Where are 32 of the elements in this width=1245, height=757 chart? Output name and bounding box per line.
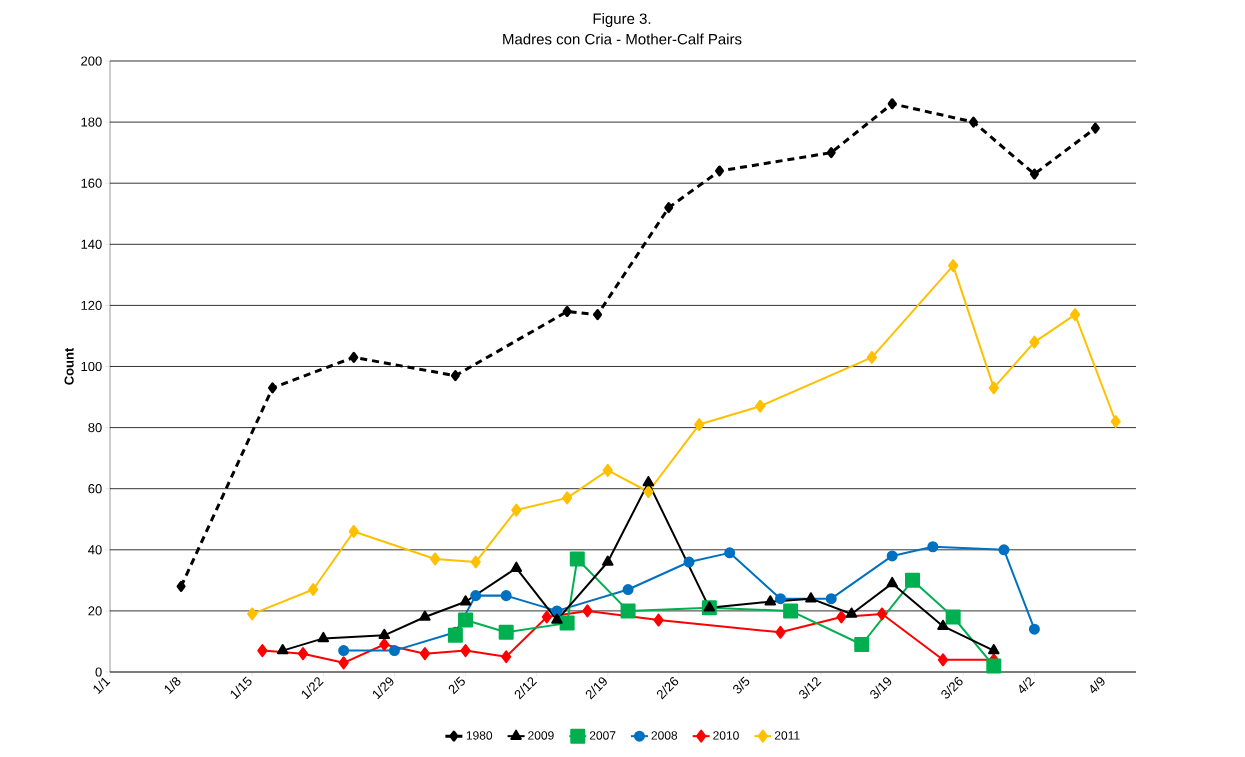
x-tick-label: 1/8: [164, 677, 181, 695]
y-tick-label: 180: [81, 117, 102, 127]
x-tick-label: 1/29: [372, 677, 394, 700]
chart-title: Figure 3.: [593, 12, 651, 27]
x-tick-label: 1/1: [93, 677, 111, 695]
x-tick-label: 2/5: [448, 676, 465, 695]
y-tick-label: 140: [81, 239, 102, 249]
x-tick-label: 4/2: [1019, 677, 1035, 694]
legend-label: 2010: [713, 731, 739, 740]
x-tick-label: 3/19: [870, 677, 892, 699]
legend-label: 2008: [651, 731, 678, 740]
y-tick-label: 160: [81, 178, 102, 188]
legend-label: 2007: [589, 731, 616, 740]
x-tick-label: 1/22: [301, 677, 324, 700]
y-tick-label: 100: [81, 361, 102, 372]
y-tick-label: 80: [88, 422, 102, 433]
y-tick-label: 200: [81, 56, 102, 66]
x-tick-label: 3/5: [733, 676, 750, 694]
y-axis-title: Count: [64, 347, 74, 385]
x-tick-label: 2/12: [514, 677, 537, 700]
legend-label: 2011: [774, 731, 800, 740]
y-tick-label: 20: [88, 606, 102, 616]
x-tick-label: 4/9: [1090, 677, 1105, 694]
y-tick-label: 40: [88, 545, 102, 555]
y-tick-label: 120: [81, 300, 102, 310]
y-tick-label: 60: [88, 484, 102, 494]
legend-label: 2009: [528, 731, 554, 740]
legend-label: 1980: [466, 731, 493, 740]
y-tick-label: 0: [95, 667, 102, 677]
x-tick-label: 3/26: [941, 677, 963, 699]
chart-subtitle: Madres con Cria - Mother-Calf Pairs: [503, 33, 742, 45]
x-tick-label: 3/12: [799, 677, 822, 699]
